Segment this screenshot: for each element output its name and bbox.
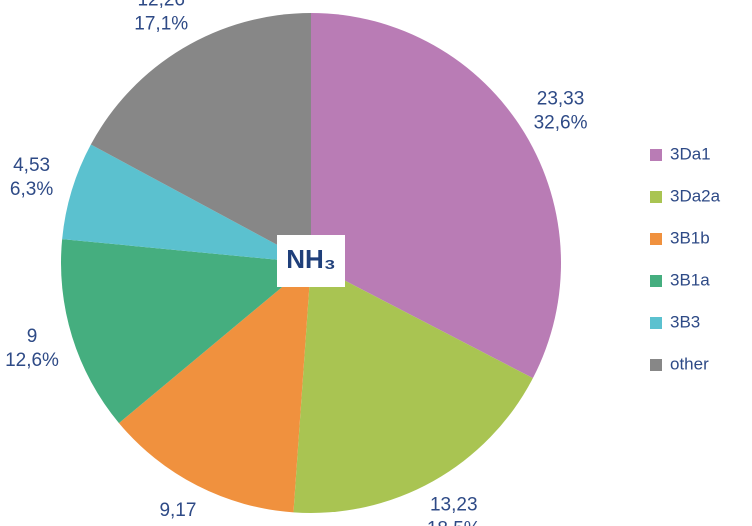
value-label: 12,26 [137,0,185,10]
pie-slice [90,13,312,263]
pie-slice [61,239,311,424]
legend-label: 3Da1 [670,144,711,163]
percentage-label: 18,5% [427,519,481,526]
value-label: 9,17 [159,500,196,521]
legend-label: other [670,354,709,373]
pie-slice [311,13,561,379]
legend-swatch [650,275,662,287]
legend-swatch [650,359,662,371]
legend-swatch [650,149,662,161]
pie-slice [118,263,312,513]
value-label: 13,23 [430,495,478,516]
percentage-label: 32,6% [534,112,588,133]
value-label: 4,53 [13,155,50,176]
legend-swatch [650,191,662,203]
legend-label: 3B1a [670,270,710,289]
legend-label: 3B1b [670,228,710,247]
chart-title: NH₃ [286,244,336,274]
percentage-label: 17,1% [134,13,188,34]
percentage-label: 12,8% [151,524,205,526]
pie-slice [293,263,533,513]
title-box [277,235,345,287]
legend-label: 3B3 [670,312,700,331]
percentage-label: 12,6% [5,350,59,371]
percentage-label: 6,3% [10,179,53,200]
value-label: 9 [27,326,38,347]
pie-slice [62,144,312,263]
legend-swatch [650,317,662,329]
legend-swatch [650,233,662,245]
legend-label: 3Da2a [670,186,721,205]
value-label: 23,33 [537,88,585,109]
